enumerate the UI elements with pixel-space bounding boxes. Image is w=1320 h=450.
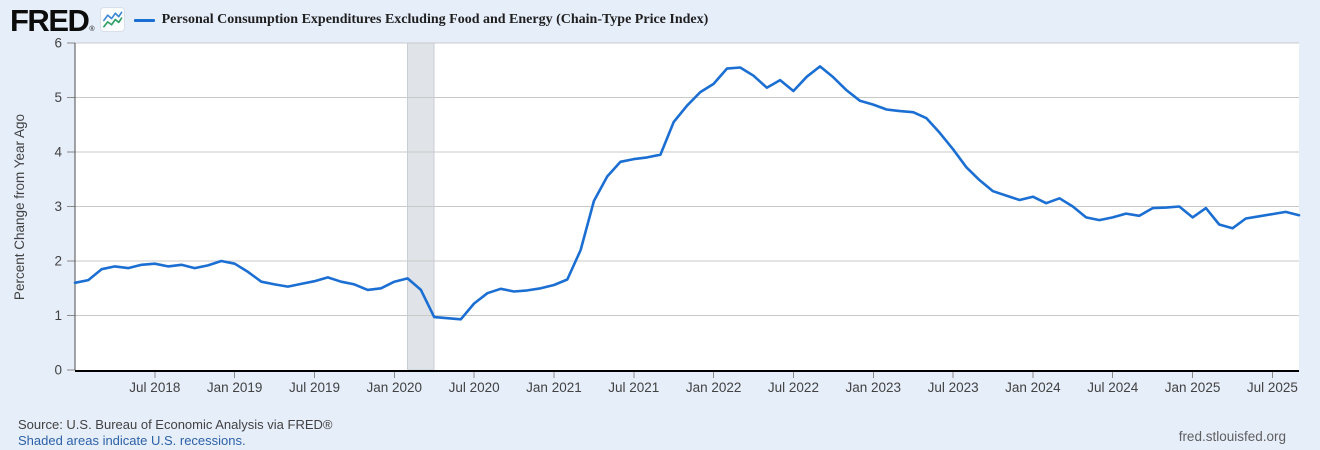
data-line (73, 65, 1301, 321)
x-tick-label: Jan 2025 (1165, 380, 1221, 395)
registered-mark: ® (89, 25, 95, 33)
x-tick-label: Jul 2023 (928, 380, 979, 395)
source-text: Source: U.S. Bureau of Economic Analysis… (18, 417, 333, 432)
fred-logo-sparkline-icon (99, 6, 125, 32)
y-tick-label: 3 (54, 199, 62, 214)
x-tick-label: Jan 2021 (526, 380, 582, 395)
fred-site-link[interactable]: fred.stlouisfed.org (1178, 429, 1286, 444)
fred-logo[interactable]: FRED ® (10, 2, 125, 38)
x-tick-label: Jan 2019 (207, 380, 263, 395)
y-tick-label: 1 (54, 308, 62, 323)
y-tick-label: 0 (54, 363, 62, 378)
series-title: Personal Consumption Expenditures Exclud… (161, 12, 709, 27)
x-tick-label: Jan 2022 (686, 380, 742, 395)
y-tick-label: 4 (54, 145, 62, 160)
legend-line-swatch (133, 18, 155, 22)
x-tick-label: Jan 2024 (1005, 380, 1061, 395)
y-tick-label: 2 (54, 254, 62, 269)
x-tick-label: Jan 2023 (845, 380, 901, 395)
y-tick-label: 6 (54, 36, 62, 51)
x-tick-label: Jul 2024 (1087, 380, 1139, 395)
x-tick-label: Jul 2022 (768, 380, 819, 395)
x-tick-label: Jul 2021 (608, 380, 659, 395)
recession-note-link[interactable]: Shaded areas indicate U.S. recessions. (18, 433, 246, 448)
chart-legend: Personal Consumption Expenditures Exclud… (133, 12, 709, 28)
x-tick-label: Jul 2019 (289, 380, 340, 395)
chart-header: FRED ® Personal Consumption Expenditures… (10, 4, 708, 36)
x-tick-label: Jul 2025 (1247, 380, 1298, 395)
y-axis-title: Percent Change from Year Ago (12, 114, 27, 300)
x-tick-label: Jan 2020 (367, 380, 423, 395)
x-tick-label: Jul 2020 (449, 380, 500, 395)
y-tick-label: 5 (54, 90, 62, 105)
fred-logo-text: FRED (10, 2, 90, 38)
x-tick-label: Jul 2018 (129, 380, 180, 395)
